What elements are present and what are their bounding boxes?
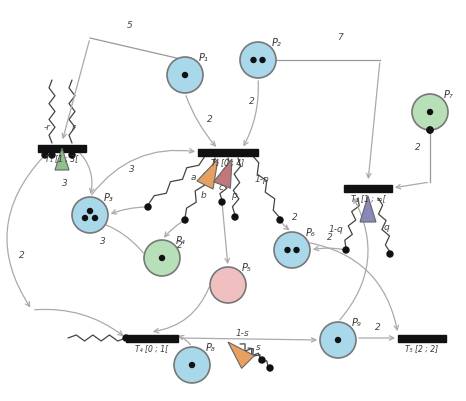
Bar bbox=[344, 184, 392, 192]
Polygon shape bbox=[55, 148, 69, 170]
Circle shape bbox=[145, 204, 151, 210]
Circle shape bbox=[159, 255, 164, 261]
Text: c: c bbox=[219, 184, 224, 192]
Text: T₂ [0 ; 4]: T₂ [0 ; 4] bbox=[212, 158, 245, 168]
Text: T₅ [2 ; 2]: T₅ [2 ; 2] bbox=[405, 344, 439, 354]
Text: 1-s: 1-s bbox=[235, 330, 249, 338]
Text: s: s bbox=[256, 344, 260, 352]
Text: 5: 5 bbox=[127, 20, 133, 30]
Text: P₄: P₄ bbox=[176, 236, 186, 246]
Circle shape bbox=[267, 365, 273, 371]
Text: 2: 2 bbox=[177, 241, 183, 249]
Text: b: b bbox=[201, 190, 207, 200]
Circle shape bbox=[274, 232, 310, 268]
Circle shape bbox=[387, 251, 393, 257]
Circle shape bbox=[72, 197, 108, 233]
Text: a: a bbox=[190, 174, 196, 182]
Bar bbox=[198, 148, 258, 156]
Text: P₆: P₆ bbox=[306, 228, 316, 238]
Polygon shape bbox=[213, 159, 232, 188]
Text: 2: 2 bbox=[327, 233, 333, 243]
Text: 3: 3 bbox=[100, 237, 106, 247]
Circle shape bbox=[427, 127, 433, 133]
Text: 2: 2 bbox=[375, 322, 381, 332]
Text: 3: 3 bbox=[62, 178, 68, 188]
Circle shape bbox=[277, 217, 283, 223]
Text: r: r bbox=[72, 124, 76, 132]
Polygon shape bbox=[360, 196, 376, 222]
Circle shape bbox=[285, 247, 290, 253]
Circle shape bbox=[232, 214, 238, 220]
Text: P₉: P₉ bbox=[352, 318, 362, 328]
Text: -r: -r bbox=[43, 124, 50, 132]
Text: p: p bbox=[231, 190, 237, 200]
Circle shape bbox=[182, 217, 188, 223]
Circle shape bbox=[294, 247, 299, 253]
Text: q: q bbox=[383, 223, 389, 233]
Polygon shape bbox=[228, 342, 254, 369]
Circle shape bbox=[69, 152, 75, 158]
Circle shape bbox=[49, 152, 55, 158]
Circle shape bbox=[320, 322, 356, 358]
Polygon shape bbox=[197, 159, 218, 189]
Circle shape bbox=[42, 152, 48, 158]
Text: 2: 2 bbox=[19, 251, 25, 259]
Text: P₈: P₈ bbox=[206, 343, 216, 353]
Circle shape bbox=[251, 57, 256, 63]
Circle shape bbox=[412, 94, 448, 130]
Text: 1-p: 1-p bbox=[254, 176, 269, 184]
Circle shape bbox=[88, 209, 92, 213]
Circle shape bbox=[219, 199, 225, 205]
Text: 2: 2 bbox=[292, 213, 298, 223]
Circle shape bbox=[82, 215, 88, 221]
Circle shape bbox=[123, 335, 129, 341]
Text: P₂: P₂ bbox=[272, 38, 282, 48]
Bar bbox=[126, 334, 178, 342]
Circle shape bbox=[260, 57, 265, 63]
Circle shape bbox=[167, 57, 203, 93]
Text: T₄ [0 ; 1[: T₄ [0 ; 1[ bbox=[136, 344, 169, 354]
Text: 1-q: 1-q bbox=[329, 225, 343, 235]
Circle shape bbox=[427, 109, 432, 115]
Text: T₃ [1 ; ∞[: T₃ [1 ; ∞[ bbox=[351, 194, 385, 203]
Circle shape bbox=[183, 73, 187, 77]
Text: P₅: P₅ bbox=[242, 263, 252, 273]
Bar bbox=[398, 334, 446, 342]
Circle shape bbox=[336, 338, 341, 342]
Circle shape bbox=[240, 42, 276, 78]
Text: 2: 2 bbox=[249, 97, 255, 107]
Bar bbox=[38, 144, 86, 152]
Circle shape bbox=[259, 357, 265, 363]
Text: 2: 2 bbox=[207, 115, 213, 124]
Circle shape bbox=[144, 240, 180, 276]
Text: 7: 7 bbox=[337, 34, 343, 43]
Circle shape bbox=[343, 247, 349, 253]
Text: 3: 3 bbox=[129, 166, 135, 174]
Text: P₇: P₇ bbox=[444, 90, 454, 100]
Circle shape bbox=[174, 347, 210, 383]
Circle shape bbox=[92, 215, 97, 221]
Text: P₁: P₁ bbox=[199, 53, 209, 63]
Text: T₁ [1 ; 3[: T₁ [1 ; 3[ bbox=[46, 154, 79, 164]
Text: P₃: P₃ bbox=[104, 193, 114, 203]
Circle shape bbox=[427, 127, 433, 133]
Circle shape bbox=[210, 267, 246, 303]
Text: 2: 2 bbox=[415, 144, 421, 152]
Circle shape bbox=[190, 363, 194, 367]
